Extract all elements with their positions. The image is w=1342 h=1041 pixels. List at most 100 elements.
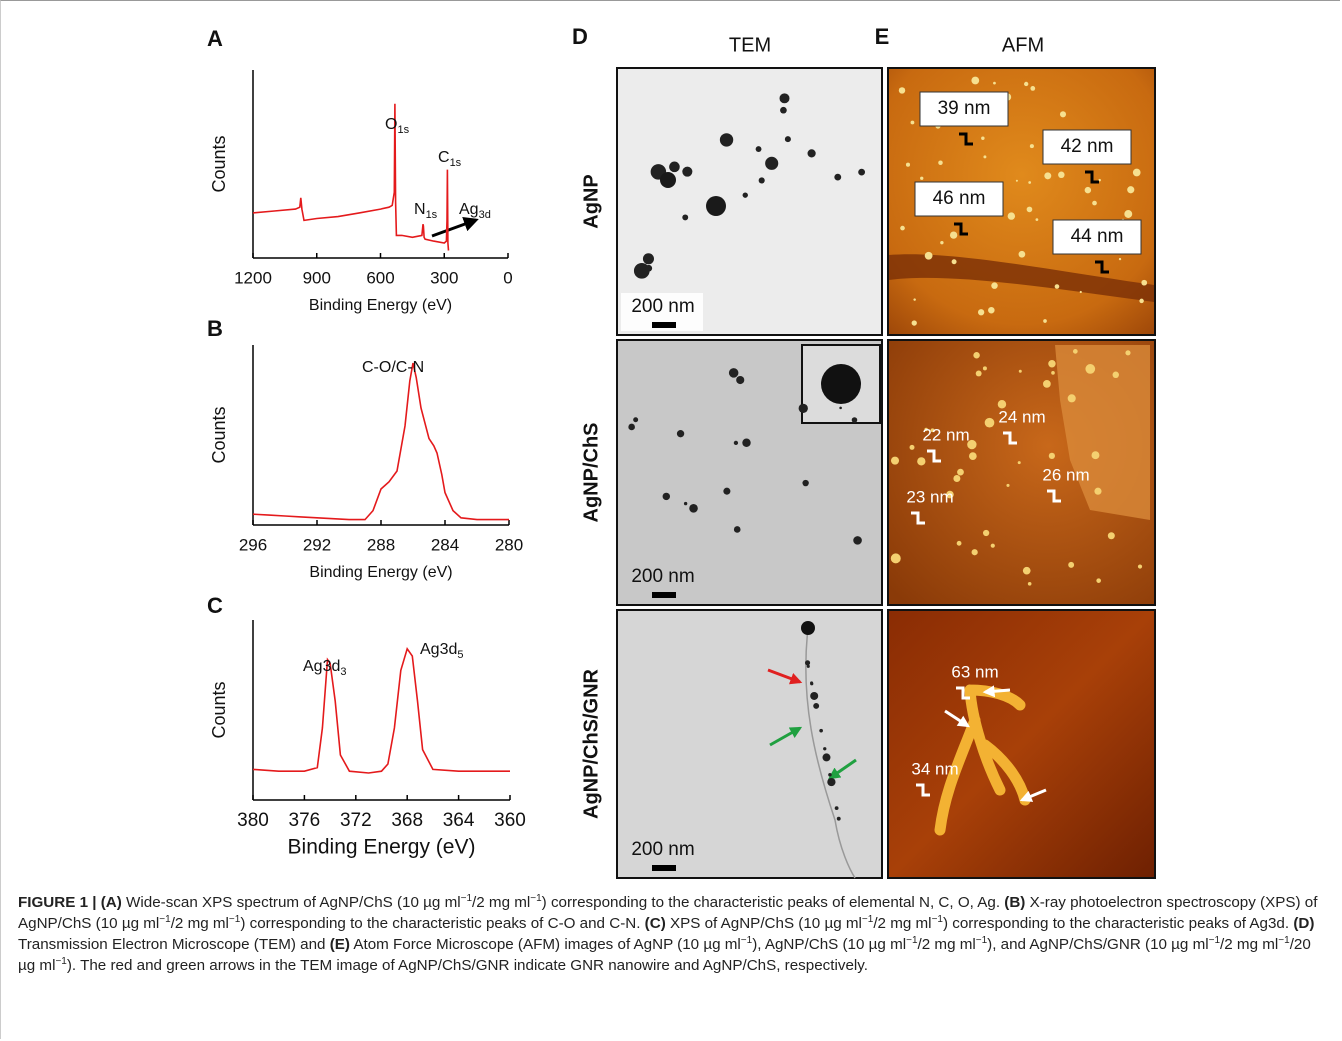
peak-label: Ag3d (459, 201, 491, 221)
white-arrow (985, 690, 1010, 692)
tem-particle (684, 502, 687, 505)
peak-label: Ag3d3 (303, 658, 347, 678)
afm-grain (1018, 461, 1021, 464)
afm-height-label: 46 nm (933, 188, 986, 209)
afm-grain (1027, 207, 1033, 213)
afm-grain (976, 371, 982, 377)
panel-label: D (572, 24, 588, 49)
peak-label-sub: 1s (450, 157, 462, 169)
tem-particle (823, 747, 826, 750)
column-header: TEM (729, 34, 771, 56)
caption-run: ). The red and green arrows in the TEM i… (67, 957, 868, 974)
caption-run: −1 (1209, 935, 1220, 946)
x-tick-label: 280 (495, 535, 523, 554)
tem-particle (677, 430, 684, 437)
afm-grain (900, 226, 905, 231)
afm-height-label: 42 nm (1061, 136, 1114, 157)
x-tick-label: 360 (494, 810, 526, 831)
caption-run: ), and AgNP/ChS/GNR (10 µg ml (987, 936, 1208, 953)
scale-bar-label: 200 nm (631, 296, 694, 317)
caption-run: (D) (1293, 915, 1314, 932)
tem-particle (682, 214, 688, 220)
peak-label: C1s (438, 149, 462, 169)
afm-grain (1051, 371, 1055, 375)
y-axis-label: Counts (209, 406, 229, 463)
afm-grain (993, 82, 996, 85)
caption-run: Transmission Electron Microscope (TEM) a… (18, 936, 330, 953)
caption-run: −1 (55, 956, 66, 967)
x-tick-label: 300 (430, 268, 458, 287)
afm-grain (1023, 567, 1031, 575)
y-axis-label: Counts (209, 135, 229, 192)
afm-grain (1028, 181, 1031, 184)
spectrum-line (253, 649, 510, 773)
afm-grain (1080, 291, 1082, 293)
tem-particle (759, 177, 765, 183)
x-axis-label: Binding Energy (eV) (309, 564, 452, 581)
tem-particle (723, 488, 730, 495)
tem-particle (780, 107, 787, 114)
row-label: AgNP/ChS (580, 423, 602, 523)
afm-height-label: 24 nm (998, 407, 1045, 426)
x-tick-label: 376 (289, 810, 321, 831)
afm-grain (983, 530, 989, 536)
caption-run: ) corresponding to the characteristic pe… (240, 915, 644, 932)
afm-grain (1139, 299, 1143, 303)
afm-grain (950, 231, 957, 238)
scale-bar-label: 200 nm (631, 839, 694, 860)
afm-grain (1068, 394, 1076, 402)
tem-particle (805, 660, 810, 665)
page-body: {"chart_data": [ {"type": "line", "panel… (0, 0, 1342, 1041)
tem-particle (835, 806, 839, 810)
caption-run: −1 (530, 893, 541, 904)
tem-particle (645, 265, 652, 272)
afm-height-label: 44 nm (1071, 226, 1124, 247)
afm-grain (1125, 350, 1130, 355)
caption-run: Wide-scan XPS spectrum of AgNP/ChS (10 µ… (122, 894, 461, 911)
tem-particle (810, 681, 813, 684)
caption-run: −1 (976, 935, 987, 946)
tem-particle (785, 136, 791, 142)
afm-grain (1030, 144, 1034, 148)
panel-label: B (207, 316, 223, 341)
peak-label-text: C-O/C-N (362, 359, 424, 376)
afm-grain (906, 163, 910, 167)
caption-run: /2 mg ml (171, 915, 229, 932)
tem-particle (689, 504, 698, 513)
tem-particle (834, 174, 841, 181)
tem-particle (663, 493, 670, 500)
afm-image (888, 610, 1155, 878)
figure-caption: FIGURE 1 | (A) Wide-scan XPS spectrum of… (18, 892, 1318, 976)
tem-particle (734, 526, 741, 533)
tem-particle (643, 253, 654, 264)
afm-grain (1141, 280, 1147, 286)
afm-grain (983, 155, 986, 158)
afm-grain (1049, 453, 1055, 459)
afm-grain (1094, 488, 1101, 495)
tem-particle (729, 368, 739, 378)
peak-label-sub: 1s (397, 124, 409, 136)
tem-particle (801, 621, 815, 635)
afm-height-label: 22 nm (922, 425, 969, 444)
peak-label: O1s (385, 116, 410, 136)
afm-grain (1108, 532, 1115, 539)
afm-grain (1043, 380, 1051, 388)
caption-run: Atom Force Microscope (AFM) images of Ag… (350, 936, 741, 953)
x-tick-label: 0 (503, 268, 512, 287)
afm-grain (940, 241, 943, 244)
caption-run: −1 (932, 914, 943, 925)
afm-grain (991, 282, 997, 288)
afm-grain (1008, 212, 1015, 219)
afm-grain (1019, 251, 1026, 258)
tem-particle (853, 536, 862, 545)
afm-grain (938, 161, 943, 166)
afm-height-label: 34 nm (911, 759, 958, 778)
afm-grain (957, 469, 964, 476)
caption-run: /2 mg ml (873, 915, 931, 932)
caption-run: FIGURE 1 | (A) (18, 894, 122, 911)
afm-grain (1006, 484, 1009, 487)
x-tick-label: 600 (366, 268, 394, 287)
tem-particle (706, 196, 726, 216)
x-tick-label: 372 (340, 810, 372, 831)
